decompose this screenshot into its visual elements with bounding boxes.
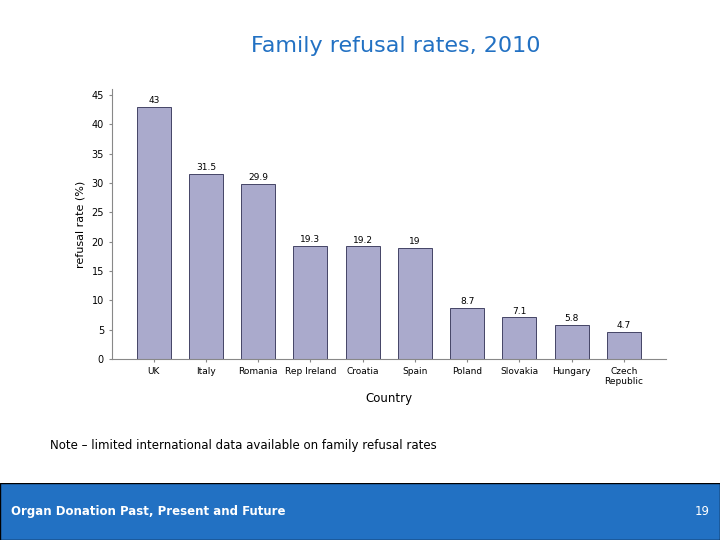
Bar: [346, 246, 379, 359]
Text: 19: 19: [409, 237, 420, 246]
Text: 19.2: 19.2: [353, 235, 373, 245]
Text: 4.7: 4.7: [617, 321, 631, 330]
Text: 19: 19: [694, 505, 709, 518]
Bar: [554, 325, 588, 359]
Text: Family refusal rates, 2010: Family refusal rates, 2010: [251, 36, 541, 56]
Text: 43: 43: [148, 96, 159, 105]
FancyBboxPatch shape: [0, 483, 720, 540]
Bar: [241, 184, 275, 359]
Text: 5.8: 5.8: [564, 314, 579, 323]
Y-axis label: refusal rate (%): refusal rate (%): [76, 180, 86, 268]
Bar: [450, 308, 484, 359]
X-axis label: Country: Country: [365, 392, 413, 404]
Text: 31.5: 31.5: [196, 164, 216, 172]
Text: Organ Donation Past, Present and Future: Organ Donation Past, Present and Future: [11, 505, 285, 518]
Bar: [398, 247, 432, 359]
Text: Note – limited international data available on family refusal rates: Note – limited international data availa…: [50, 439, 437, 452]
Bar: [189, 174, 223, 359]
Text: 19.3: 19.3: [300, 235, 320, 244]
Bar: [607, 332, 641, 359]
Text: 7.1: 7.1: [512, 307, 526, 316]
Text: 8.7: 8.7: [460, 298, 474, 306]
Text: 29.9: 29.9: [248, 173, 269, 182]
Bar: [503, 318, 536, 359]
Bar: [137, 107, 171, 359]
Bar: [294, 246, 328, 359]
